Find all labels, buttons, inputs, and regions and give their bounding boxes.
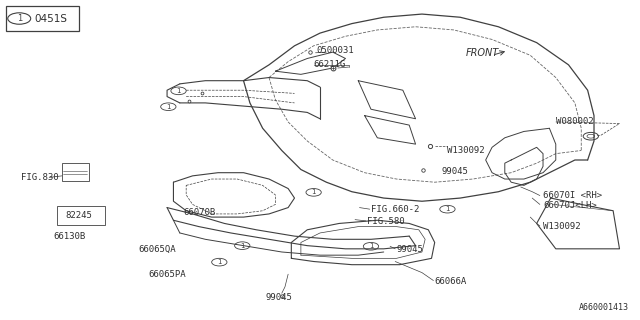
Text: 1: 1 [17,14,22,23]
Text: 1: 1 [445,206,450,212]
Text: 66211G: 66211G [314,60,346,69]
Text: 66070I <RH>: 66070I <RH> [543,191,602,200]
FancyBboxPatch shape [6,6,79,31]
Text: 82245: 82245 [65,211,92,220]
Text: 66070J<LH>: 66070J<LH> [543,202,596,211]
Text: FRONT: FRONT [465,48,499,58]
Text: W130092: W130092 [543,222,580,231]
Text: 99045: 99045 [441,167,468,176]
Text: 66066A: 66066A [435,277,467,286]
Text: 1: 1 [240,243,244,249]
Text: 0500031: 0500031 [317,46,355,55]
Text: 1: 1 [166,104,171,110]
Text: 1: 1 [217,259,221,265]
Text: FIG.580: FIG.580 [367,217,404,226]
Text: 66070B: 66070B [183,208,215,217]
Text: 99045: 99045 [396,245,423,254]
Text: W130092: W130092 [447,146,485,155]
Text: 66065QA: 66065QA [138,245,176,254]
Text: W080002: W080002 [556,117,593,126]
Text: A660001413: A660001413 [579,303,629,312]
Bar [58,206,105,225]
Text: 99045: 99045 [266,293,292,302]
Text: FIG.830: FIG.830 [20,173,58,182]
Text: FIG.660-2: FIG.660-2 [371,205,419,214]
Text: 66130B: 66130B [54,232,86,241]
Text: 1: 1 [312,189,316,195]
Text: 1: 1 [369,243,373,249]
Bar [62,163,89,180]
Text: 0451S: 0451S [35,13,68,23]
Text: 66065PA: 66065PA [148,270,186,279]
Text: 1: 1 [176,88,180,94]
